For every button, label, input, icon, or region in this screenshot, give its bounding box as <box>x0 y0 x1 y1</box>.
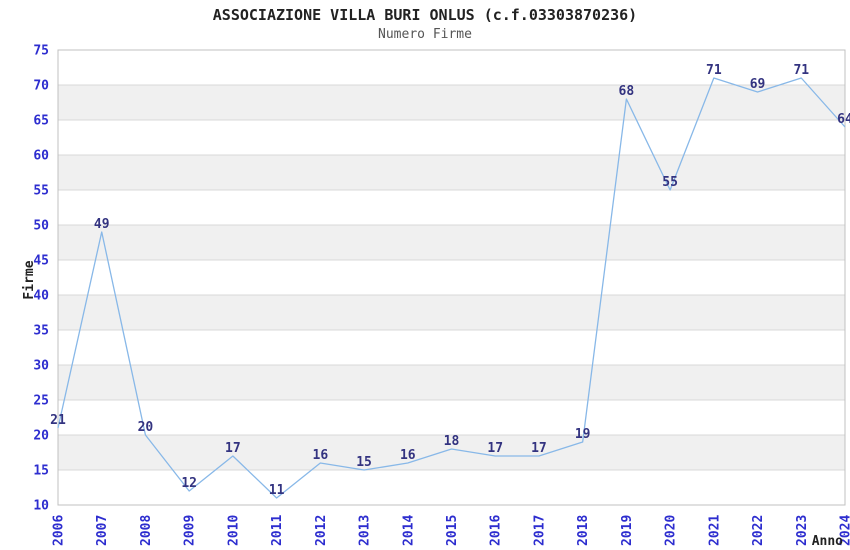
data-point-label: 17 <box>487 441 503 456</box>
data-series-line <box>57 77 846 499</box>
x-tick-label: 2022 <box>751 515 766 546</box>
x-tick-label: 2020 <box>664 515 679 546</box>
y-tick-label: 65 <box>33 114 49 129</box>
x-tick-label: 2009 <box>183 515 198 546</box>
data-point-label: 11 <box>269 483 285 498</box>
y-tick-label: 55 <box>33 184 49 199</box>
x-tick-label: 2019 <box>620 515 635 546</box>
shaded-band <box>58 85 845 120</box>
data-point-label: 49 <box>94 217 110 232</box>
data-point-label: 20 <box>138 420 154 435</box>
data-point-label: 16 <box>313 448 329 463</box>
x-tick-label: 2021 <box>707 515 722 546</box>
x-tick-label: 2024 <box>839 515 850 546</box>
data-point-label: 18 <box>444 434 460 449</box>
data-point-label: 69 <box>750 77 766 92</box>
x-tick-label: 2016 <box>489 515 504 546</box>
x-tick-label: 2008 <box>139 515 154 546</box>
y-tick-label: 10 <box>33 499 49 514</box>
x-axis-label: Anno <box>812 534 843 549</box>
shaded-band <box>58 435 845 470</box>
y-tick-label: 60 <box>33 149 49 164</box>
data-point-label: 16 <box>400 448 416 463</box>
shaded-band <box>58 155 845 190</box>
y-tick-label: 75 <box>33 44 49 59</box>
plot-background <box>58 50 845 505</box>
y-tick-label: 20 <box>33 429 49 444</box>
data-point-label: 64 <box>837 112 850 127</box>
data-point-label: 21 <box>50 413 66 428</box>
data-point-label: 17 <box>225 441 241 456</box>
data-point-label: 15 <box>356 455 372 470</box>
x-tick-label: 2006 <box>52 515 67 546</box>
shaded-band <box>58 365 845 400</box>
plot-border <box>57 49 846 506</box>
x-tick-label: 2017 <box>532 515 547 546</box>
x-tick-label: 2007 <box>95 515 110 546</box>
x-tick-label: 2018 <box>576 515 591 546</box>
shaded-band <box>58 225 845 260</box>
x-tick-label: 2023 <box>795 515 810 546</box>
y-tick-label: 15 <box>33 464 49 479</box>
y-axis-label: Firme <box>22 260 37 299</box>
y-tick-label: 40 <box>33 289 49 304</box>
data-point-label: 68 <box>619 84 635 99</box>
data-point-label: 19 <box>575 427 591 442</box>
chart-title: ASSOCIAZIONE VILLA BURI ONLUS (c.f.03303… <box>212 6 638 24</box>
shaded-band <box>58 295 845 330</box>
x-tick-label: 2015 <box>445 515 460 546</box>
x-tick-label: 2012 <box>314 515 329 546</box>
x-tick-label: 2010 <box>226 515 241 546</box>
y-tick-label: 35 <box>33 324 49 339</box>
data-point-label: 71 <box>706 63 722 78</box>
y-tick-label: 70 <box>33 79 49 94</box>
y-tick-label: 30 <box>33 359 49 374</box>
x-tick-label: 2014 <box>401 515 416 546</box>
data-point-label: 71 <box>793 63 809 78</box>
chart-subtitle: Numero Firme <box>378 27 472 42</box>
y-tick-label: 50 <box>33 219 49 234</box>
data-point-label: 12 <box>181 476 197 491</box>
y-tick-label: 45 <box>33 254 49 269</box>
data-point-label: 17 <box>531 441 547 456</box>
x-tick-label: 2013 <box>358 515 373 546</box>
data-point-label: 55 <box>662 175 678 190</box>
x-tick-label: 2011 <box>270 515 285 546</box>
plot-generated-layer: 10 15 20 25 30 35 40 45 50 55 60 65 70 75 2006 2007 2008… <box>33 44 850 547</box>
y-tick-label: 25 <box>33 394 49 409</box>
